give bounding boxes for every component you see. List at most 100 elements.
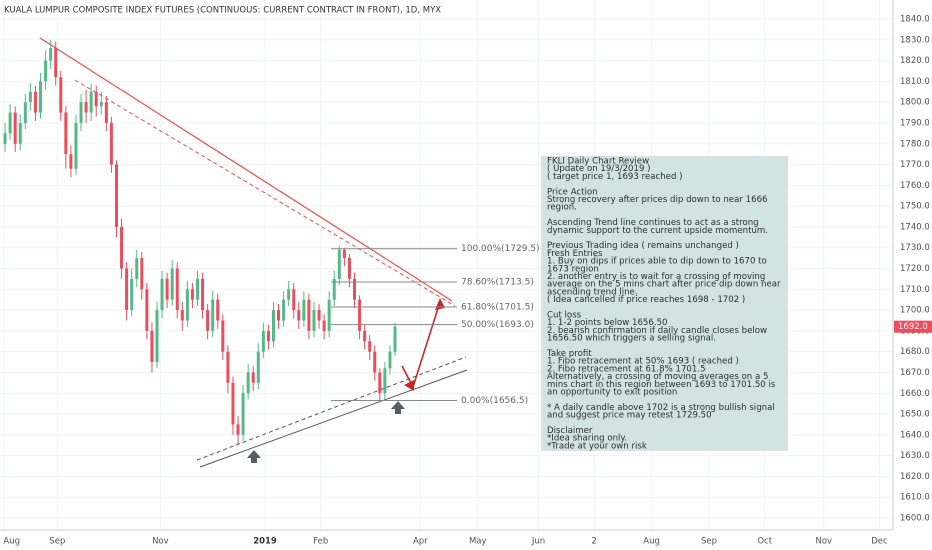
candle-body <box>39 81 43 113</box>
note-line: mins chart in this region between 1693 t… <box>547 380 776 390</box>
x-tick-label: Oct <box>757 537 772 547</box>
y-tick-label: 1680.0 <box>900 347 930 357</box>
candle-body <box>332 278 336 300</box>
candle-body <box>160 278 164 311</box>
candle-body <box>23 102 27 123</box>
candle-body <box>337 249 341 279</box>
candle-body <box>342 249 346 259</box>
candle-body <box>28 91 32 103</box>
candle-body <box>120 226 124 269</box>
candle-body <box>226 351 230 383</box>
axes: 1600.0 1610.0 1620.0 1630.0 1640.0 1650.0 1660… <box>3 15 932 547</box>
up-arrow <box>247 450 261 463</box>
y-tick-label: 1640.0 <box>900 430 930 440</box>
x-tick-label: Apr <box>413 537 428 547</box>
last-price-tag <box>894 320 932 333</box>
candle-body <box>307 299 311 331</box>
note-line: 1656.50 which triggers a selling signal. <box>547 334 716 344</box>
note-line: Disclaimer <box>547 426 593 436</box>
support-line-dashed <box>196 356 467 461</box>
x-tick-label: Dec <box>871 537 888 547</box>
candle-body <box>378 372 382 394</box>
candle-body <box>393 326 397 352</box>
candle-body <box>312 310 316 331</box>
y-tick-label: 1700.0 <box>900 306 930 316</box>
x-tick-label: Aug <box>3 537 20 547</box>
note-line: Strong recovery after prices dip down to… <box>547 195 768 205</box>
y-tick-label: 1750.0 <box>900 202 930 212</box>
candle-body <box>33 91 37 113</box>
candle-body <box>44 60 48 82</box>
x-tick-label: Jun <box>531 537 545 547</box>
last-price-label: 1692.0 <box>898 322 928 332</box>
note-line: ascending trend line. <box>547 287 638 297</box>
note-line: ( Update on 19/3/2019 ) <box>547 164 651 174</box>
candle-body <box>383 368 387 394</box>
candle-body <box>206 310 210 331</box>
y-tick-label: 1740.0 <box>900 222 930 232</box>
candle-body <box>13 112 17 144</box>
note-line: Cut loss <box>547 311 582 321</box>
candle-body <box>297 310 301 321</box>
candle-body <box>175 268 179 311</box>
candle-body <box>150 330 154 363</box>
note-line: Fresh Entries <box>547 249 603 259</box>
candle-body <box>292 289 296 311</box>
note-line: Take profit <box>546 349 592 359</box>
note-line: 1. Fibo retracement at 50% 1693 ( reache… <box>547 357 739 367</box>
note-line: 2. Fibo retracement at 61.8% 1701.5 <box>547 364 706 374</box>
note-line: ( Idea cancelled if price reaches 1698 -… <box>547 295 745 305</box>
candle-body <box>130 278 134 311</box>
candle-body <box>125 268 129 311</box>
x-tick-label: Sep <box>49 537 65 547</box>
y-tick-label: 1630.0 <box>900 451 930 461</box>
up-arrow <box>391 401 405 414</box>
candle-body <box>236 424 240 435</box>
y-tick-label: 1770.0 <box>900 160 930 170</box>
candle-body <box>180 310 184 321</box>
x-tick-label: Feb <box>313 537 328 547</box>
candle-body <box>246 372 250 394</box>
candle-body <box>109 122 113 165</box>
candle-body <box>99 102 103 107</box>
candle-body <box>363 330 367 342</box>
note-line: an opportunity to exit position <box>547 388 677 398</box>
candle-body <box>190 289 194 300</box>
candle-body <box>322 320 326 331</box>
note-line: *Trade at your own risk <box>547 441 647 451</box>
trend-line-dashed <box>74 79 456 307</box>
candle-body <box>231 382 235 425</box>
note-line: dynamic support to the current upside mo… <box>547 226 768 236</box>
y-tick-label: 1730.0 <box>900 243 930 253</box>
candle-body <box>241 393 245 435</box>
candle-body <box>368 341 372 352</box>
note-line: and suggest price may retest 1729.50 <box>547 411 712 421</box>
fib-levels: 100.00%(1729.5) 78.60%(1713.5) 61.80%(1701… <box>331 244 540 406</box>
note-line: 1673 region <box>547 264 599 274</box>
note-line: Previous Trading idea ( remains unchange… <box>547 241 739 251</box>
candle-body <box>69 154 73 169</box>
fib-label: 100.00%(1729.5) <box>461 244 540 254</box>
y-tick-label: 1790.0 <box>900 118 930 128</box>
candle-body <box>64 112 68 155</box>
note-line: Ascending Trend line continues to act as… <box>547 218 759 228</box>
note-line: ( target price 1, 1693 reached ) <box>547 172 683 182</box>
candle-body <box>18 122 22 144</box>
note-line: 2. another entry is to wait for a crossi… <box>547 272 765 282</box>
x-tick-label: 2 <box>591 537 596 547</box>
candle-body <box>59 77 63 113</box>
fib-label: 0.00%(1656.5) <box>461 396 528 406</box>
candle-body <box>287 289 291 300</box>
x-tick-label: Aug <box>643 537 660 547</box>
x-tick-label: Nov <box>152 537 169 547</box>
fib-label: 78.60%(1713.5) <box>461 278 534 288</box>
candle-body <box>74 122 78 169</box>
note-line: Alternatively, a crossing of moving aver… <box>547 372 768 382</box>
note-line: 2. bearish confirmation if daily candle … <box>547 326 767 336</box>
candle-body <box>251 372 255 383</box>
candle-body <box>388 351 392 369</box>
note-line: FKLI Daily Chart Review <box>547 157 649 167</box>
candle-body <box>89 91 93 113</box>
